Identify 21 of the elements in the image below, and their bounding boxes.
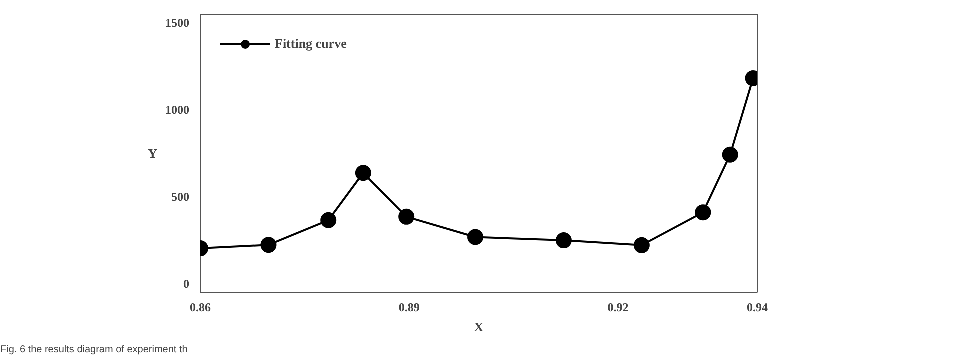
y-tick-label: 1500 [166, 16, 190, 30]
x-tick-label: 0.94 [747, 300, 768, 314]
y-tick-label: 500 [172, 190, 190, 204]
point [634, 237, 650, 254]
point [468, 229, 484, 246]
point [355, 165, 372, 182]
point [320, 212, 337, 228]
x-tick-label: 0.89 [398, 300, 420, 314]
point [260, 237, 277, 254]
y-tick-label: 1000 [166, 103, 190, 118]
point [695, 204, 712, 221]
x-tick-label: 0.92 [608, 300, 629, 314]
y-tick-label: 0 [184, 276, 190, 291]
x-axis-title: X [474, 320, 484, 334]
caption: Fig. 6 the results diagram of experiment th [0, 344, 188, 356]
point [398, 208, 415, 225]
x-tick-label: 0.86 [190, 300, 211, 314]
legend-label: Fitting curve [275, 36, 347, 52]
point [722, 146, 738, 163]
point [556, 232, 572, 249]
y-axis-title: Y [148, 146, 158, 161]
